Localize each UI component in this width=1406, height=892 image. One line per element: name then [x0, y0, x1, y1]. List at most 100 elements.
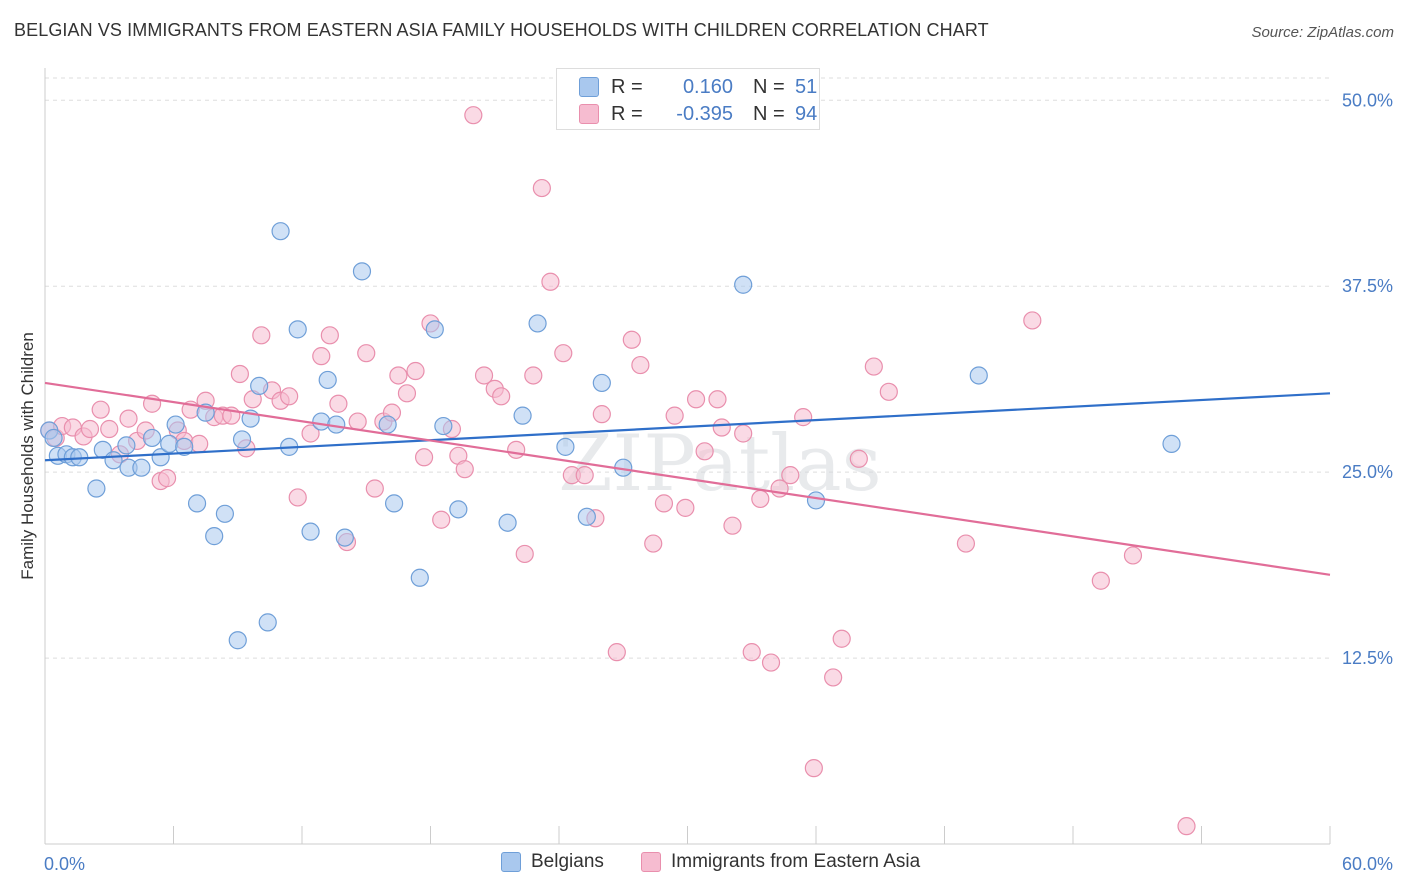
belgians-trend-line [44, 392, 1331, 462]
immigrant-point [406, 361, 425, 381]
n-label: N = [753, 75, 785, 98]
immigrant-point [1123, 546, 1143, 565]
r-label: R = [611, 75, 643, 98]
belgian-point [1162, 434, 1181, 453]
immigrant-point [607, 643, 626, 662]
immigrant-point [280, 387, 299, 406]
immigrant-point [320, 326, 339, 345]
immigrant-point [301, 424, 320, 443]
belgian-point [352, 262, 372, 281]
immigrant-point [80, 419, 100, 439]
belgian-point [498, 513, 517, 532]
belgian-point [301, 522, 320, 541]
immigrant-point [592, 405, 611, 424]
immigrant-point [91, 400, 110, 419]
immigrant-point [1177, 817, 1196, 836]
immigrant-point [365, 479, 384, 498]
immigrant-point [723, 516, 742, 535]
immigrant-point [686, 390, 706, 409]
belgian-point [87, 479, 106, 498]
belgian-point [592, 373, 611, 393]
belgian-point [528, 314, 547, 333]
belgian-point [969, 366, 988, 385]
y-tick-label: 25.0% [1342, 462, 1393, 482]
immigrant-point [532, 178, 551, 198]
source-label: Source: ZipAtlas.com [1251, 24, 1394, 41]
immigrant-point [654, 494, 674, 513]
belgian-point [258, 613, 277, 632]
immigrant-point [794, 408, 813, 427]
r-value: 0.160 [682, 75, 733, 98]
immigrant-point [312, 347, 331, 366]
belgian-point [312, 412, 331, 431]
immigrant-point [864, 357, 883, 376]
belgian-point [215, 504, 234, 523]
immigrant-point [712, 418, 731, 437]
y-tick-label: 50.0% [1342, 90, 1393, 110]
belgian-point [104, 451, 123, 470]
legend-label-immigrants: Immigrants from Eastern Asia [671, 851, 921, 872]
belgian-point [166, 415, 185, 434]
immigrant-point [832, 629, 851, 648]
immigrant-point [329, 394, 348, 413]
immigrant-point [389, 366, 408, 385]
immigrant-point [644, 534, 663, 553]
immigrant-point [119, 409, 138, 428]
immigrant-point [455, 460, 474, 479]
belgian-point [271, 222, 290, 241]
belgian-point [142, 428, 162, 448]
legend-item-belgians[interactable]: Belgians [501, 851, 604, 873]
belgian-point [318, 370, 337, 390]
belgian-point [734, 275, 753, 294]
belgian-point [556, 437, 575, 456]
belgian-point [513, 406, 532, 425]
immigrant-point [1091, 571, 1110, 590]
belgian-point [378, 415, 397, 434]
belgian-point [384, 494, 404, 513]
immigrant-point [288, 488, 307, 507]
immigrant-point [665, 406, 684, 425]
immigrant-point [781, 466, 800, 485]
immigrant-point [849, 449, 868, 468]
belgian-point [232, 430, 252, 449]
belgian-point [44, 428, 63, 448]
belgian-point [132, 458, 151, 477]
n-label: N = [753, 102, 785, 125]
stats-row-belgians: R = 0.160 N = 51 [579, 73, 817, 101]
immigrants-trend-line [44, 381, 1331, 576]
immigrant-point [879, 382, 898, 401]
immigrant-point [190, 434, 209, 453]
belgian-point [205, 527, 224, 546]
legend-label-belgians: Belgians [531, 851, 604, 872]
immigrant-point [100, 419, 119, 439]
tick-labels: 12.5% 25.0% 37.5% 50.0% 0.0% 60.0% [44, 90, 1393, 874]
immigrant-point [824, 668, 843, 687]
immigrants-swatch [579, 104, 599, 124]
legend-swatch-immigrants [641, 852, 661, 872]
x-tick-label: 0.0% [44, 854, 85, 874]
immigrant-point [507, 440, 526, 459]
bottom-legend: Belgians Immigrants from Eastern Asia [0, 851, 1406, 877]
immigrant-point [1023, 311, 1042, 330]
immigrant-point [464, 106, 483, 125]
y-tick-label: 12.5% [1342, 648, 1393, 668]
belgian-point [806, 491, 826, 510]
belgian-point [288, 320, 307, 339]
y-axis-label: Family Households with Children [18, 332, 37, 580]
immigrant-point [157, 469, 177, 488]
belgian-point [425, 320, 444, 339]
immigrant-point [742, 643, 761, 662]
immigrant-point [524, 366, 543, 385]
belgian-point [117, 436, 136, 455]
belgian-point [434, 416, 453, 436]
immigrant-point [432, 510, 451, 529]
immigrant-point [357, 344, 376, 363]
r-value: -0.395 [676, 102, 733, 125]
legend-item-immigrants[interactable]: Immigrants from Eastern Asia [641, 851, 920, 873]
immigrant-point [230, 364, 249, 384]
immigrant-point [414, 448, 434, 467]
immigrant-point [631, 355, 650, 375]
belgian-point [228, 631, 247, 650]
trend-lines [44, 381, 1331, 576]
belgian-point [410, 568, 429, 587]
